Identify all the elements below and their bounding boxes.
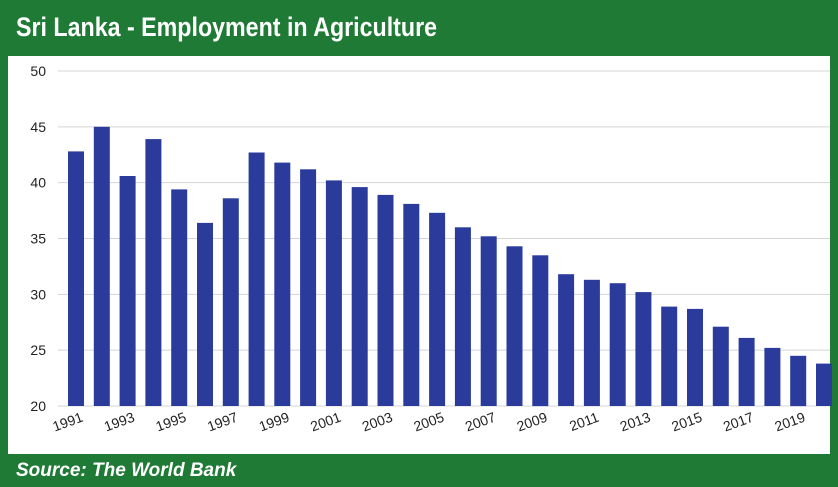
x-tick-label: 2011 [567, 409, 601, 434]
x-tick-label: 1997 [205, 409, 240, 435]
bar-2000 [300, 169, 317, 406]
y-axis-ticks: 20 25 30 35 40 45 50 [30, 63, 46, 414]
y-tick-label: 30 [30, 286, 46, 302]
bar-2015 [687, 308, 703, 406]
x-tick-label: 1991 [50, 409, 85, 435]
source-bar: Source: The World Bank [0, 454, 838, 487]
x-tick-label: 1999 [257, 409, 292, 435]
x-tick-label: 2003 [360, 409, 395, 435]
bar-2005 [429, 212, 446, 406]
bar-2013 [635, 292, 652, 406]
y-tick-label: 50 [30, 63, 46, 79]
x-tick-label: 2019 [772, 409, 807, 435]
x-tick-label: 1995 [153, 409, 188, 435]
bar-1991 [68, 151, 84, 406]
bar-1998 [248, 152, 265, 406]
bar-2007 [480, 236, 497, 406]
bars [68, 126, 832, 407]
bar-2019 [790, 355, 807, 407]
x-tick-label: 2013 [618, 409, 653, 435]
chart-title: Sri Lanka - Employment in Agriculture [16, 12, 438, 42]
bar-1999 [274, 162, 291, 406]
x-tick-label: 1993 [102, 409, 137, 435]
bar-2001 [325, 180, 342, 406]
bar-1996 [197, 222, 213, 406]
bar-2002 [351, 187, 368, 406]
bar-2020 [816, 363, 832, 406]
y-tick-label: 40 [30, 175, 46, 191]
x-tick-label: 2015 [669, 409, 704, 435]
title-bar: Sri Lanka - Employment in Agriculture [0, 0, 838, 56]
bar-2006 [454, 227, 471, 406]
bar-2010 [558, 274, 575, 406]
y-tick-label: 35 [30, 231, 46, 247]
bar-1992 [93, 126, 110, 407]
bar-2011 [583, 279, 600, 406]
bar-2016 [712, 326, 729, 406]
x-tick-label: 2005 [411, 409, 446, 435]
y-tick-label: 25 [30, 342, 46, 358]
bar-1993 [119, 176, 136, 406]
bar-1994 [145, 139, 162, 406]
bar-2004 [403, 203, 420, 406]
x-axis-ticks: 1991 1993 1995 1997 1999 2001 2003 2005 2007 2009… [50, 409, 807, 435]
bar-1997 [222, 198, 239, 406]
bar-2014 [661, 306, 678, 406]
x-tick-label: 2007 [463, 409, 498, 435]
bar-1995 [171, 189, 188, 406]
x-tick-label: 2009 [515, 409, 550, 435]
y-tick-label: 45 [30, 119, 46, 135]
bar-2017 [738, 337, 755, 406]
bar-2003 [377, 194, 394, 406]
bar-2012 [609, 283, 626, 406]
bar-2009 [532, 255, 549, 407]
x-tick-label: 2001 [308, 409, 343, 435]
bar-2008 [506, 246, 523, 406]
bar-chart: 20 25 30 35 40 45 50 1991 1993 1995 1997 1999 2001 2… [30, 63, 832, 435]
source-note: Source: The World Bank [16, 460, 237, 481]
y-tick-label: 20 [30, 398, 46, 414]
x-tick-label: 2017 [721, 409, 756, 435]
bar-2018 [764, 347, 781, 406]
